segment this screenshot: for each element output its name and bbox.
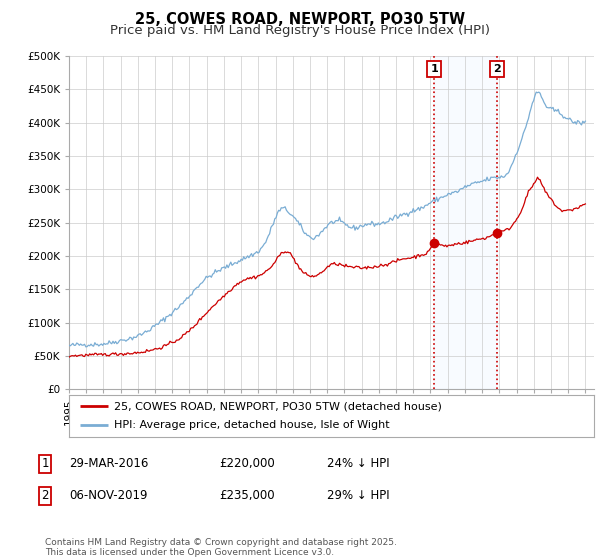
Text: 1: 1 xyxy=(431,64,439,74)
Text: 25, COWES ROAD, NEWPORT, PO30 5TW: 25, COWES ROAD, NEWPORT, PO30 5TW xyxy=(135,12,465,27)
Text: 2: 2 xyxy=(41,489,49,502)
Text: Price paid vs. HM Land Registry's House Price Index (HPI): Price paid vs. HM Land Registry's House … xyxy=(110,24,490,36)
Bar xyxy=(434,56,497,389)
Text: £220,000: £220,000 xyxy=(219,457,275,470)
Text: 2: 2 xyxy=(493,64,500,74)
Text: 1: 1 xyxy=(41,457,49,470)
Text: 29-MAR-2016: 29-MAR-2016 xyxy=(69,457,148,470)
Text: £235,000: £235,000 xyxy=(219,489,275,502)
Text: 06-NOV-2019: 06-NOV-2019 xyxy=(69,489,148,502)
Text: HPI: Average price, detached house, Isle of Wight: HPI: Average price, detached house, Isle… xyxy=(113,421,389,431)
Text: 29% ↓ HPI: 29% ↓ HPI xyxy=(327,489,389,502)
Text: 25, COWES ROAD, NEWPORT, PO30 5TW (detached house): 25, COWES ROAD, NEWPORT, PO30 5TW (detac… xyxy=(113,401,442,411)
Text: Contains HM Land Registry data © Crown copyright and database right 2025.
This d: Contains HM Land Registry data © Crown c… xyxy=(45,538,397,557)
Text: 24% ↓ HPI: 24% ↓ HPI xyxy=(327,457,389,470)
